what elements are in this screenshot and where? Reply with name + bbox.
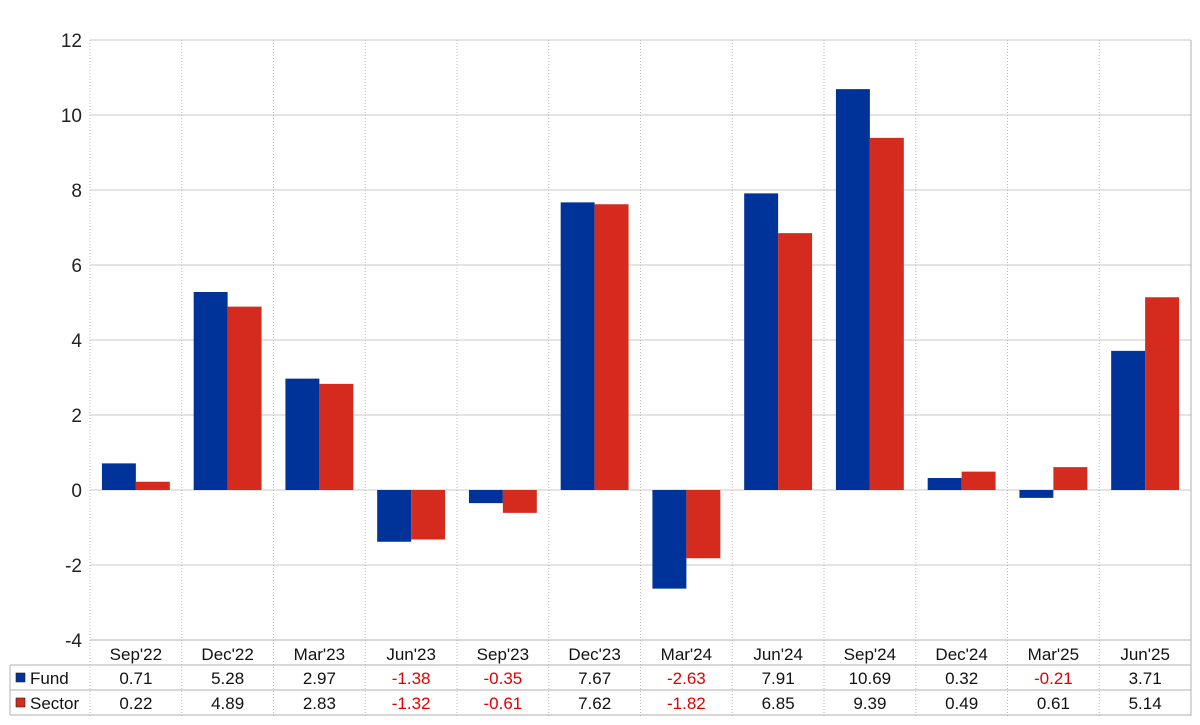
grid: [89, 39, 1192, 716]
bar-sector: [502, 490, 537, 513]
x-tick-label: Sep'23: [477, 645, 529, 664]
y-tick-label: 4: [71, 331, 82, 352]
y-tick-label: 8: [71, 181, 82, 202]
bar-fund: [1019, 490, 1054, 498]
bar-fund: [377, 490, 412, 542]
bar-fund: [468, 490, 503, 504]
data-label: 7.62: [578, 694, 611, 713]
y-tick-label: 12: [61, 31, 82, 52]
y-axis-ticks: -4 -2 0 2 4 6 8 10 12: [61, 31, 83, 652]
x-tick-label: Mar'25: [1028, 645, 1079, 664]
bar-sector: [227, 306, 262, 490]
data-label: -0.61: [484, 694, 523, 713]
x-tick-label: Sep'24: [844, 645, 896, 664]
bar-sector: [1145, 297, 1180, 490]
bar-sector: [778, 233, 813, 490]
data-label: 6.85: [762, 694, 795, 713]
bar-fund: [1111, 350, 1146, 490]
y-tick-label: 10: [61, 106, 82, 127]
bar-sector: [594, 204, 629, 490]
bar-fund: [193, 292, 228, 490]
data-label: -2.63: [667, 669, 706, 688]
data-label: -1.32: [392, 694, 431, 713]
x-tick-label: Dec'24: [935, 645, 987, 664]
x-tick-label: Jun'24: [753, 645, 803, 664]
x-tick-label: Dec'22: [201, 645, 253, 664]
legend-swatch-fund: [15, 672, 26, 683]
data-label: 7.91: [762, 669, 795, 688]
bar-sector: [411, 490, 446, 540]
data-label: 10.69: [849, 669, 892, 688]
data-label: -1.82: [667, 694, 706, 713]
legend-label: Fund: [30, 669, 69, 688]
bar-fund: [927, 478, 962, 490]
bar-sector: [961, 471, 996, 490]
data-label: -0.35: [484, 669, 523, 688]
x-tick-label: Mar'23: [294, 645, 345, 664]
x-tick-label: Jun'23: [386, 645, 436, 664]
bar-fund: [560, 202, 595, 490]
bar-sector: [135, 481, 170, 490]
bar-fund: [285, 378, 320, 490]
bar-sector: [1053, 467, 1088, 490]
y-tick-label: -4: [65, 631, 82, 652]
data-label: 9.39: [853, 694, 886, 713]
y-tick-label: 6: [71, 256, 82, 277]
bars: [101, 89, 1180, 589]
bar-fund: [835, 89, 870, 490]
bar-sector: [319, 383, 354, 490]
data-label: 7.67: [578, 669, 611, 688]
y-tick-label: 0: [71, 481, 82, 502]
legend-swatch-sector: [15, 697, 26, 708]
data-label: 2.83: [303, 694, 336, 713]
data-label: 0.32: [945, 669, 978, 688]
data-label: 0.71: [119, 669, 152, 688]
data-label: 0.49: [945, 694, 978, 713]
data-label: 5.28: [211, 669, 244, 688]
x-tick-label: Sep'22: [110, 645, 162, 664]
data-label: -1.38: [392, 669, 431, 688]
bar-fund: [652, 490, 687, 589]
x-tick-label: Mar'24: [661, 645, 712, 664]
data-table: Sep'22 Dec'22 Mar'23 Jun'23 Sep'23 Dec'23 Mar'…: [9, 40, 1192, 716]
y-tick-label: -2: [65, 556, 82, 577]
x-tick-label: Jun'25: [1120, 645, 1170, 664]
data-label: 2.97: [303, 669, 336, 688]
bar-fund: [101, 463, 136, 490]
data-label: -0.21: [1034, 669, 1073, 688]
data-label: 0.61: [1037, 694, 1070, 713]
y-tick-label: 2: [71, 406, 82, 427]
bar-fund: [744, 193, 779, 490]
data-label: 4.89: [211, 694, 244, 713]
data-label: 0.22: [119, 694, 152, 713]
bar-sector: [869, 137, 904, 490]
data-label: 3.71: [1129, 669, 1162, 688]
bar-sector: [686, 490, 721, 559]
x-tick-label: Dec'23: [568, 645, 620, 664]
data-label: 5.14: [1129, 694, 1162, 713]
legend-label: Sector: [30, 694, 79, 713]
